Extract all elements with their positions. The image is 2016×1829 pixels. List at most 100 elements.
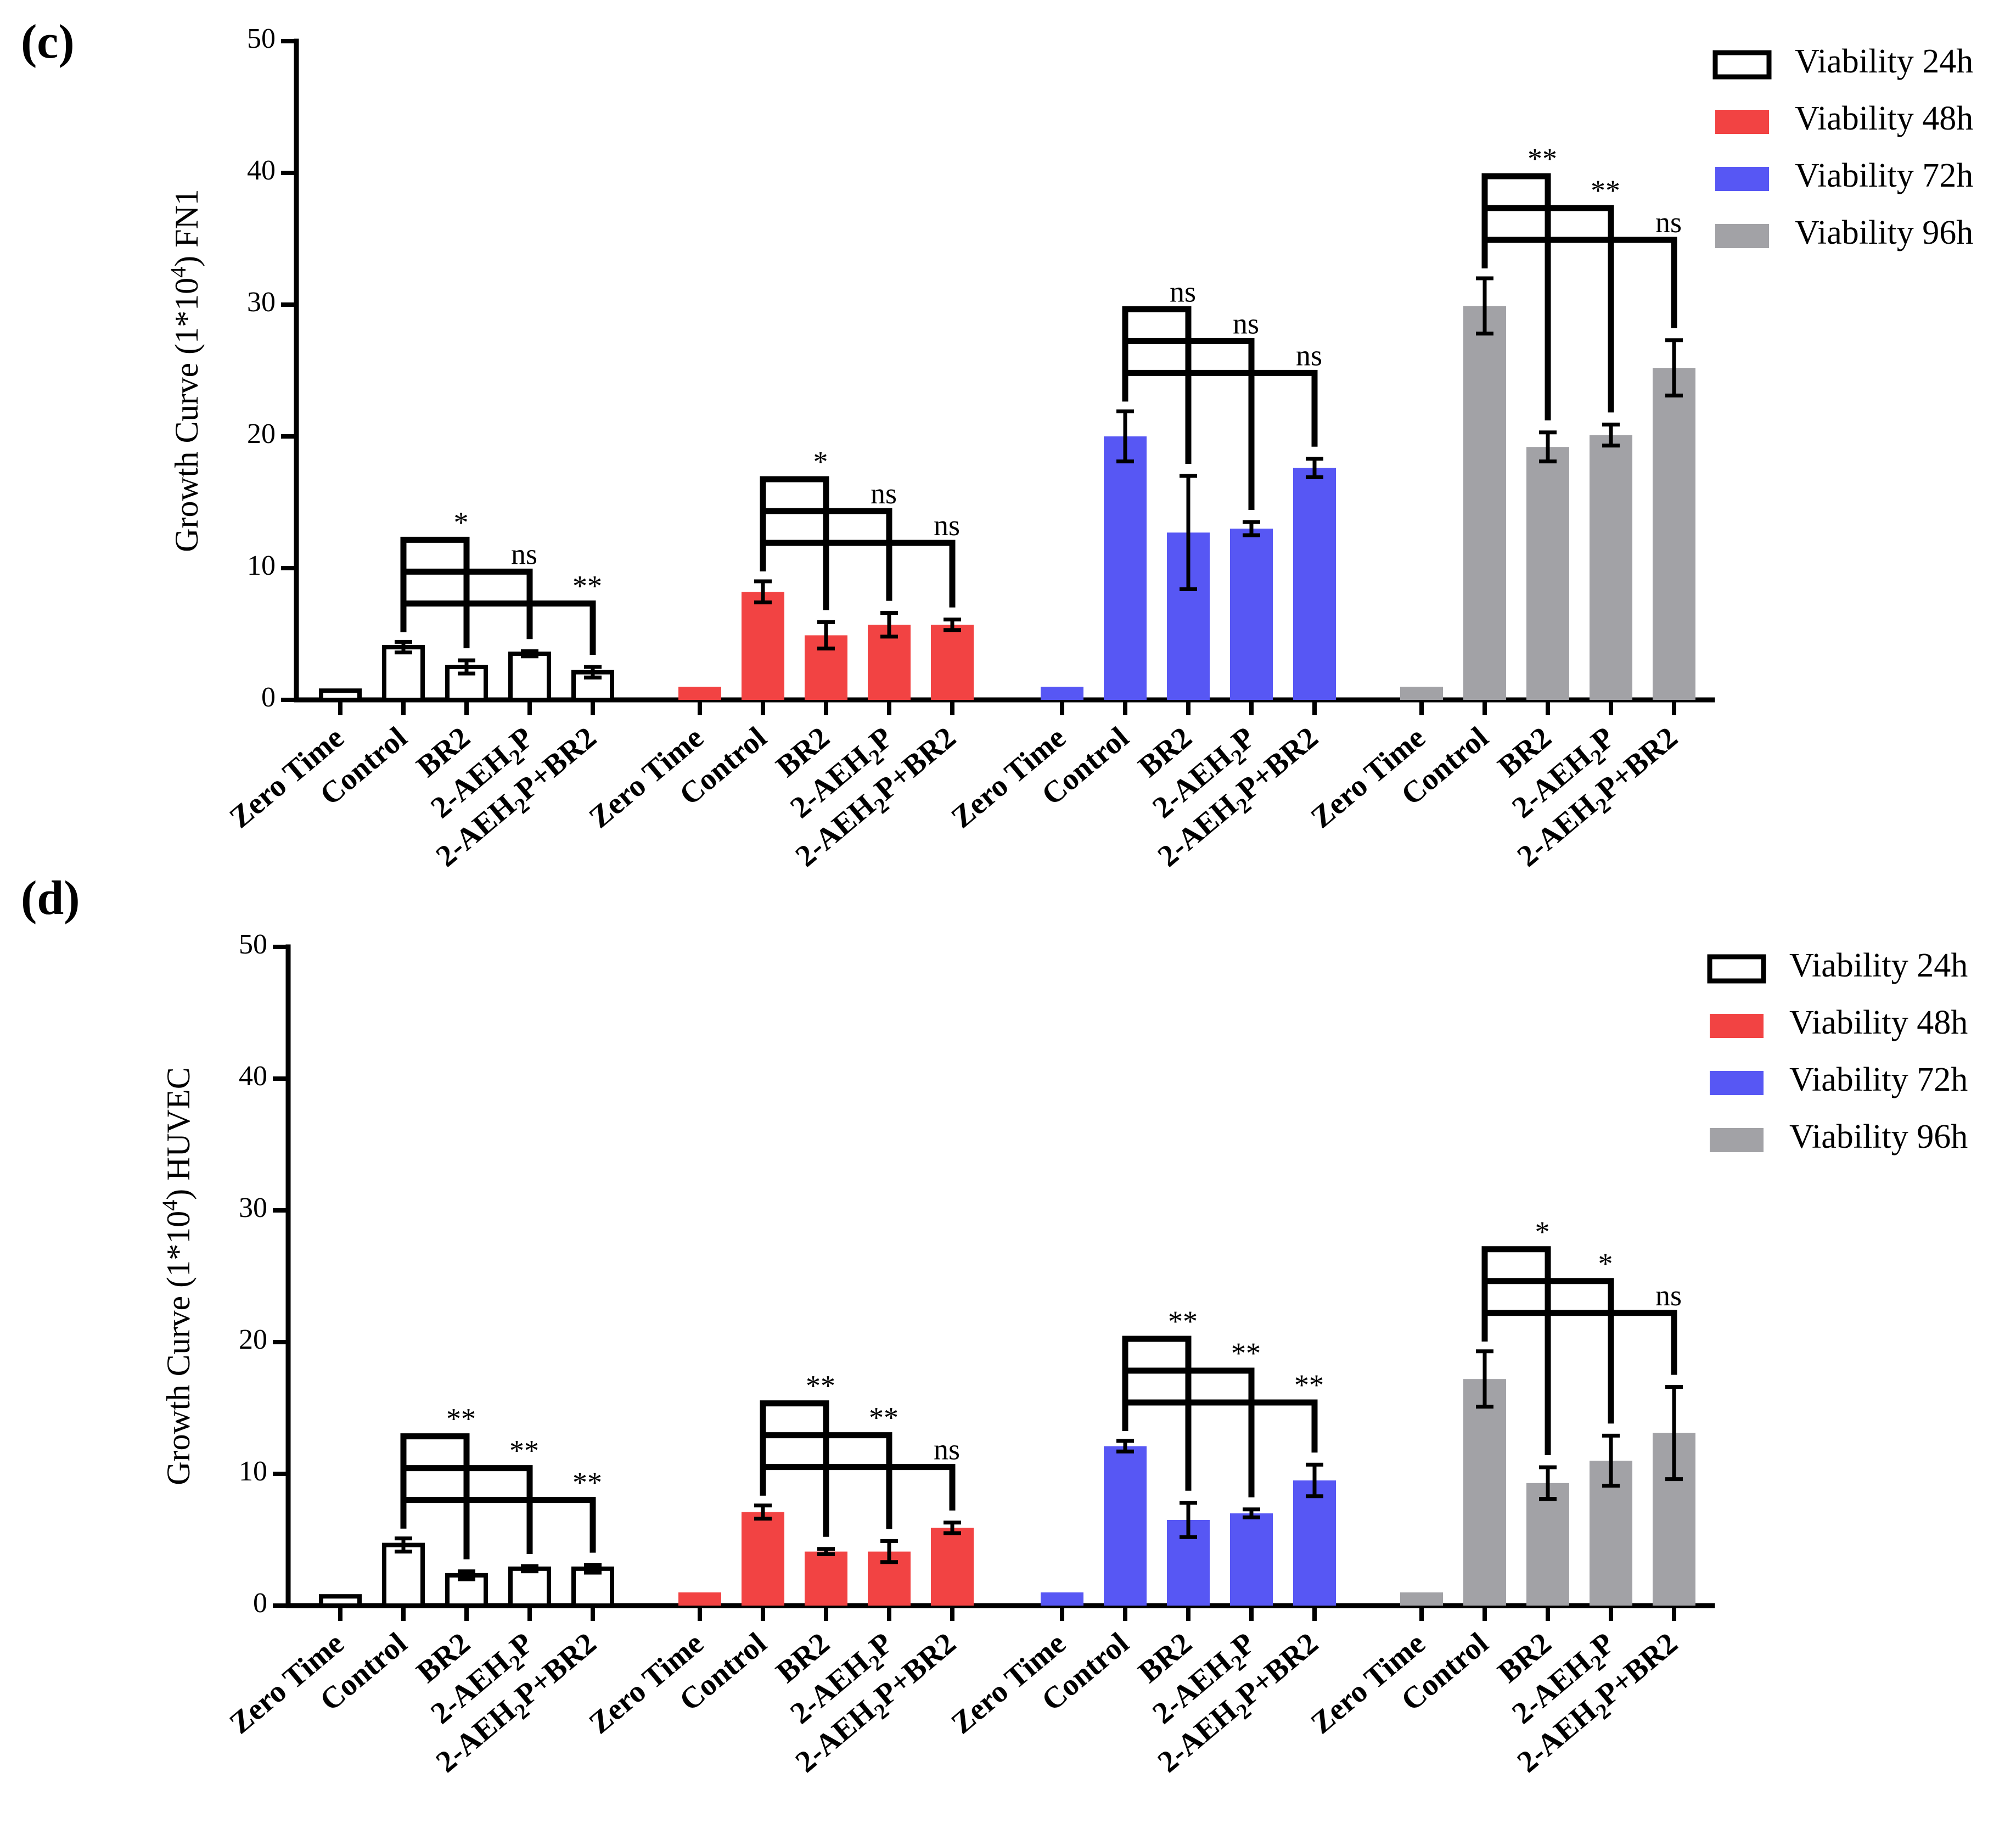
bar <box>678 687 721 700</box>
significance-bracket <box>400 600 596 655</box>
significance-label: ** <box>572 569 602 602</box>
significance-bracket <box>400 536 470 648</box>
y-axis-title-suffix: ) HUVEC <box>160 1067 196 1200</box>
significance-label: ns <box>871 477 897 510</box>
legend-label: Viability 96h <box>1789 1118 1968 1155</box>
series-1: Zero TimeControlBR22-AEH2P2-AEH2P+BR2*ns… <box>223 506 614 873</box>
significance-label: ns <box>1655 1279 1682 1312</box>
legend-swatch <box>1710 1014 1764 1038</box>
significance-label: ** <box>572 1466 602 1499</box>
bar <box>1104 436 1147 700</box>
bar <box>1526 1483 1569 1606</box>
legend-swatch <box>1715 167 1769 191</box>
legend: Viability 24h Viability 48h Viability 72h V… <box>1712 43 1973 251</box>
significance-label: * <box>1598 1247 1613 1280</box>
bar <box>1653 368 1695 700</box>
significance-label: * <box>813 445 828 478</box>
significance-label: ** <box>806 1370 835 1402</box>
bar <box>1293 1480 1336 1606</box>
significance-label: ns <box>511 537 537 570</box>
bar <box>1230 1513 1273 1606</box>
legend-label: Viability 72h <box>1795 157 1973 194</box>
y-tick-label: 20 <box>239 1324 267 1355</box>
y-tick-label: 30 <box>247 287 276 318</box>
bar <box>742 1512 784 1606</box>
significance-label: ns <box>1233 307 1259 340</box>
significance-bracket <box>1481 1310 1677 1375</box>
series-2: Zero TimeControlBR22-AEH2P2-AEH2P+BR2*ns… <box>583 445 974 873</box>
series-3: Zero TimeControlBR22-AEH2P2-AEH2P+BR2***… <box>945 1305 1336 1779</box>
bar <box>1526 447 1569 700</box>
significance-label: ns <box>1296 339 1322 372</box>
significance-label: ns <box>934 1433 960 1466</box>
series-3: Zero TimeControlBR22-AEH2P2-AEH2P+BR2nsn… <box>945 275 1336 873</box>
significance-label: ns <box>1170 275 1196 308</box>
significance-label: * <box>454 506 469 538</box>
bar <box>1104 1446 1147 1606</box>
significance-label: ** <box>869 1401 899 1434</box>
legend-label: Viability 72h <box>1789 1061 1968 1098</box>
bar <box>508 1566 551 1608</box>
series-4: Zero TimeControlBR22-AEH2P2-AEH2P+BR2**n… <box>1305 1215 1695 1779</box>
bar <box>382 645 425 702</box>
y-axis-title-exponent: 4 <box>166 267 190 278</box>
significance-label: ** <box>509 1434 539 1467</box>
y-axis-title-suffix: ) FN1 <box>169 189 205 267</box>
significance-label: ** <box>446 1402 476 1435</box>
bar <box>1400 687 1443 700</box>
significance-label: ** <box>1168 1305 1198 1338</box>
y-axis-title-prefix: Growth Curve (1*10 <box>169 278 205 552</box>
y-tick-label: 0 <box>261 682 276 713</box>
y-tick-label: 20 <box>247 418 276 450</box>
bar <box>1463 1379 1506 1606</box>
y-tick-label: 50 <box>247 23 276 54</box>
y-tick-label: 10 <box>239 1456 267 1487</box>
bar <box>805 1551 847 1606</box>
legend-label: Viability 24h <box>1795 43 1973 80</box>
series-2: Zero TimeControlBR22-AEH2P2-AEH2P+BR2***… <box>583 1370 974 1779</box>
bar <box>1293 468 1336 700</box>
bar <box>1041 1592 1083 1606</box>
bar <box>382 1542 425 1608</box>
significance-label: * <box>1535 1215 1550 1248</box>
bar <box>931 625 974 700</box>
y-tick-label: 30 <box>239 1192 267 1224</box>
bar <box>1400 1592 1443 1606</box>
significance-label: ** <box>1591 174 1620 207</box>
y-tick-label: 0 <box>253 1587 267 1619</box>
bar <box>1590 435 1632 700</box>
significance-bracket <box>1122 1399 1318 1453</box>
significance-label: ns <box>1655 206 1682 239</box>
significance-bracket <box>760 1464 956 1511</box>
y-tick-label: 10 <box>247 550 276 581</box>
legend-swatch <box>1710 1128 1764 1152</box>
y-axis-title: Growth Curve (1*104) FN1 <box>166 189 205 552</box>
significance-label: ** <box>1528 142 1557 175</box>
legend-swatch <box>1715 224 1769 248</box>
significance-bracket <box>760 540 956 608</box>
significance-label: ** <box>1294 1368 1324 1401</box>
legend: Viability 24h Viability 48h Viability 72h V… <box>1707 947 1968 1155</box>
significance-bracket <box>400 1497 596 1553</box>
y-tick-label: 40 <box>239 1061 267 1092</box>
y-axis-title-exponent: 4 <box>158 1200 182 1211</box>
y-axis-title: Growth Curve (1*104) HUVEC <box>158 1067 196 1485</box>
bar <box>1230 529 1273 700</box>
y-axis-title-prefix: Growth Curve (1*10 <box>160 1211 196 1485</box>
legend-swatch <box>1707 954 1766 984</box>
legend-swatch <box>1715 110 1769 134</box>
bar <box>742 592 784 700</box>
bar <box>678 1592 721 1606</box>
series-4: Zero TimeControlBR22-AEH2P2-AEH2P+BR2***… <box>1305 142 1695 873</box>
bar <box>931 1528 974 1606</box>
significance-label: ** <box>1231 1337 1261 1370</box>
legend-label: Viability 24h <box>1789 947 1968 984</box>
bar <box>319 688 362 702</box>
legend-label: Viability 96h <box>1795 214 1973 251</box>
bar <box>1463 306 1506 700</box>
panel-label: (d) <box>21 872 80 925</box>
panel-label: (c) <box>21 15 75 69</box>
series-1: Zero TimeControlBR22-AEH2P2-AEH2P+BR2***… <box>223 1402 614 1779</box>
panel-d: (d) Growth Curve (1*104) HUVEC 0 10 20 30 40 50… <box>21 872 1968 1779</box>
